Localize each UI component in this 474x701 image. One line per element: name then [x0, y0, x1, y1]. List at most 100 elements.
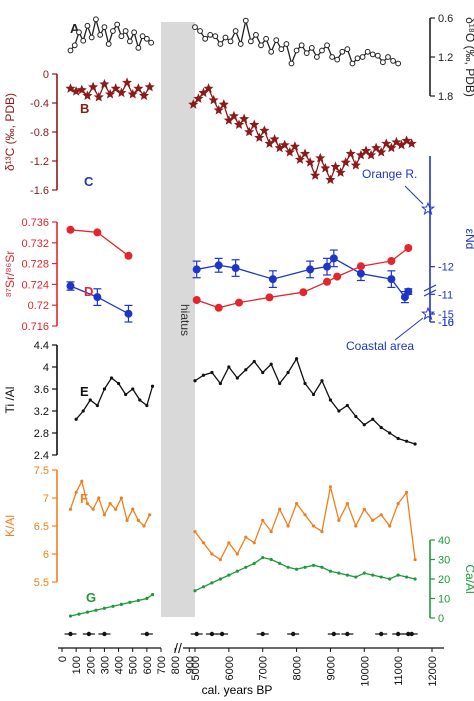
- data-point: [231, 264, 240, 273]
- data-point: [136, 518, 140, 523]
- data-point: [227, 573, 231, 577]
- data-point: [74, 417, 78, 421]
- data-point: [114, 21, 121, 28]
- y-tick-label: 4.4: [34, 340, 49, 352]
- data-point: [122, 28, 129, 34]
- age-control-point: [144, 631, 150, 637]
- data-point: [395, 60, 402, 67]
- data-point: [203, 83, 214, 93]
- data-point: [294, 567, 299, 571]
- x-tick-label: 800: [170, 656, 182, 674]
- data-point: [268, 275, 277, 284]
- y-tick-label: 5.5: [34, 577, 49, 589]
- y-tick-label: 0.716: [21, 321, 49, 333]
- age-control-point: [290, 631, 296, 637]
- data-point: [320, 379, 324, 383]
- data-point: [252, 541, 256, 545]
- data-point: [319, 47, 325, 54]
- data-point: [325, 174, 336, 185]
- data-point: [334, 56, 341, 63]
- data-point: [192, 24, 198, 31]
- data-point: [308, 45, 315, 51]
- data-point: [413, 442, 417, 446]
- y-axis-label-a: δ¹⁸O (‰, PDB): [463, 17, 474, 97]
- data-point: [335, 167, 346, 177]
- data-point: [339, 48, 346, 55]
- data-point: [359, 54, 366, 60]
- data-point: [300, 148, 311, 159]
- data-point: [201, 585, 206, 589]
- y-tick-label: 30: [438, 555, 450, 567]
- panel-letter-g: G: [86, 590, 96, 605]
- data-point: [293, 47, 300, 54]
- data-point: [362, 571, 366, 575]
- data-point: [233, 119, 245, 130]
- y-tick-label: 6: [43, 549, 49, 561]
- data-point: [328, 485, 333, 489]
- data-point: [288, 60, 295, 67]
- age-control-point: [395, 631, 401, 637]
- panel-letter-d: D: [84, 284, 93, 299]
- data-point: [109, 376, 114, 380]
- data-point: [387, 275, 396, 284]
- data-point: [135, 45, 142, 51]
- reference-arrow: [394, 317, 424, 341]
- data-point: [244, 368, 248, 372]
- y-tick-label: -1.2: [30, 156, 49, 168]
- x-tick-label: 0: [57, 656, 69, 662]
- data-point: [369, 51, 376, 58]
- data-point: [80, 37, 87, 44]
- x-tick-label: 400: [114, 656, 126, 674]
- data-point: [111, 604, 115, 608]
- data-point: [294, 502, 299, 506]
- data-point: [208, 94, 219, 105]
- data-point: [298, 42, 305, 49]
- data-point: [286, 370, 290, 375]
- data-point: [110, 83, 121, 93]
- data-point: [66, 225, 75, 234]
- data-point: [388, 577, 392, 581]
- data-point: [213, 105, 224, 115]
- data-point: [371, 417, 375, 421]
- y-tick-label: -11: [438, 289, 453, 301]
- data-point: [306, 265, 315, 274]
- data-point: [405, 575, 409, 579]
- data-point: [125, 518, 129, 523]
- y-tick-label: 10: [438, 594, 450, 606]
- age-control-point: [102, 631, 107, 637]
- data-point: [239, 113, 250, 124]
- y-axis-label-c: εNd: [463, 229, 474, 250]
- data-point: [396, 436, 400, 441]
- data-point: [269, 557, 273, 562]
- data-point: [261, 370, 265, 375]
- data-point: [192, 265, 201, 274]
- series-line-g: [70, 594, 153, 617]
- data-point: [131, 387, 135, 391]
- data-point: [237, 41, 244, 47]
- data-point: [253, 32, 259, 38]
- data-point: [273, 37, 280, 43]
- y-axis-label-f: K/Al: [3, 515, 17, 537]
- data-point: [305, 157, 316, 167]
- data-point: [354, 524, 358, 528]
- axis-break-mark: [423, 289, 437, 297]
- data-point: [84, 22, 91, 29]
- data-point: [145, 403, 149, 408]
- data-point: [371, 573, 375, 577]
- data-point: [289, 141, 300, 151]
- data-point: [284, 147, 295, 157]
- data-point: [227, 38, 234, 45]
- data-point: [413, 558, 417, 562]
- data-point: [362, 423, 366, 427]
- data-point: [102, 606, 107, 610]
- y-tick-label: 4: [43, 362, 49, 374]
- y-tick-label: -12: [438, 262, 454, 274]
- data-point: [218, 99, 229, 109]
- data-point: [354, 55, 361, 62]
- data-point: [356, 262, 365, 271]
- series-line-a: [194, 20, 399, 66]
- data-point: [406, 138, 417, 148]
- data-point: [222, 34, 229, 41]
- data-point: [286, 524, 290, 528]
